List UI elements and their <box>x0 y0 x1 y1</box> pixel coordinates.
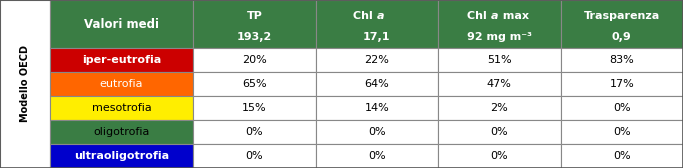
Bar <box>438 48 561 72</box>
Text: 193,2: 193,2 <box>237 32 272 42</box>
Text: iper-eutrofia: iper-eutrofia <box>82 55 161 65</box>
Text: 17%: 17% <box>609 79 634 89</box>
Bar <box>438 96 561 120</box>
Text: 51%: 51% <box>487 55 512 65</box>
Bar <box>316 72 438 96</box>
Text: a: a <box>490 11 498 21</box>
Bar <box>193 0 316 48</box>
Bar <box>50 96 193 120</box>
Text: 65%: 65% <box>242 79 267 89</box>
Bar <box>193 144 316 168</box>
Bar <box>193 48 316 72</box>
Text: eutrofia: eutrofia <box>100 79 143 89</box>
Bar <box>561 0 683 48</box>
Text: a: a <box>377 11 385 21</box>
Bar <box>561 96 683 120</box>
Text: 0%: 0% <box>246 151 264 161</box>
Bar <box>561 144 683 168</box>
Text: 2%: 2% <box>490 103 508 113</box>
Text: 22%: 22% <box>365 55 389 65</box>
Bar <box>193 96 316 120</box>
Bar <box>561 72 683 96</box>
Text: Chl: Chl <box>353 11 377 21</box>
Bar <box>316 96 438 120</box>
Bar <box>561 48 683 72</box>
Text: TP: TP <box>247 11 262 21</box>
Text: 0%: 0% <box>490 151 508 161</box>
Text: Modello OECD: Modello OECD <box>20 46 30 122</box>
Bar <box>0 0 50 168</box>
Text: 0%: 0% <box>613 151 630 161</box>
Text: 92 mg m⁻³: 92 mg m⁻³ <box>467 32 532 42</box>
Text: 47%: 47% <box>487 79 512 89</box>
Bar <box>50 144 193 168</box>
Text: Chl: Chl <box>467 11 490 21</box>
Text: mesotrofia: mesotrofia <box>92 103 152 113</box>
Text: Valori medi: Valori medi <box>84 17 159 31</box>
Text: oligotrofia: oligotrofia <box>94 127 150 137</box>
Bar <box>438 0 561 48</box>
Bar <box>438 120 561 144</box>
Bar <box>193 120 316 144</box>
Text: max: max <box>499 11 529 21</box>
Text: 20%: 20% <box>242 55 267 65</box>
Text: 64%: 64% <box>365 79 389 89</box>
Bar <box>316 0 438 48</box>
Text: Trasparenza: Trasparenza <box>584 11 660 21</box>
Text: 0%: 0% <box>613 127 630 137</box>
Bar <box>50 0 193 48</box>
Text: 0%: 0% <box>246 127 264 137</box>
Bar <box>50 72 193 96</box>
Text: 83%: 83% <box>609 55 634 65</box>
Bar <box>50 48 193 72</box>
Bar <box>193 72 316 96</box>
Text: ultraoligotrofia: ultraoligotrofia <box>74 151 169 161</box>
Text: 14%: 14% <box>365 103 389 113</box>
Bar <box>50 120 193 144</box>
Bar <box>316 48 438 72</box>
Text: 0%: 0% <box>613 103 630 113</box>
Text: 0,9: 0,9 <box>612 32 632 42</box>
Bar <box>438 144 561 168</box>
Text: 15%: 15% <box>242 103 267 113</box>
Text: 0%: 0% <box>368 151 386 161</box>
Text: 0%: 0% <box>368 127 386 137</box>
Bar <box>561 120 683 144</box>
Bar <box>438 72 561 96</box>
Text: 0%: 0% <box>490 127 508 137</box>
Bar <box>316 120 438 144</box>
Text: 17,1: 17,1 <box>363 32 391 42</box>
Bar <box>316 144 438 168</box>
